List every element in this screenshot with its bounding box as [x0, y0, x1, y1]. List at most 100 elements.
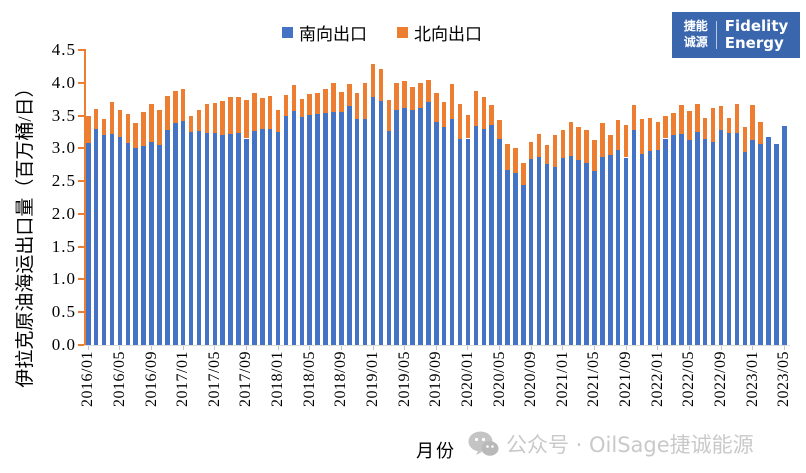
bar-north-2016/09 [149, 103, 154, 142]
bar-south-2023/03 [766, 136, 771, 345]
bar-south-2023/04 [774, 143, 779, 345]
bar-south-2022/12 [742, 151, 748, 345]
y-tick-label: 3.5 [51, 105, 76, 125]
bar-north-2021/11 [639, 119, 645, 155]
y-tick-label: 3.0 [51, 138, 76, 158]
x-tick-label: 2019/01 [364, 351, 381, 407]
logo-cn-line1: 捷能 [683, 19, 708, 34]
bar-north-2021/12 [647, 118, 653, 151]
bar-north-2022/02 [663, 116, 668, 139]
x-tick-label: 2018/01 [269, 351, 287, 407]
bar-south-2020/05 [497, 139, 502, 345]
bar-south-2018/12 [362, 118, 368, 345]
logo-chinese-text: 捷能 诚源 [684, 19, 708, 50]
bar-north-2017/08 [236, 97, 241, 133]
y-tick-label: 0.5 [51, 302, 76, 322]
bar-north-2017/05 [212, 103, 218, 133]
bar-north-2020/02 [473, 90, 479, 127]
bar-north-2020/01 [465, 114, 471, 139]
bar-north-2018/12 [362, 82, 368, 119]
bar-north-2017/11 [260, 97, 265, 130]
bar-north-2016/03 [101, 118, 107, 136]
y-tick-label: 1.5 [51, 236, 76, 256]
bar-south-2022/04 [679, 133, 684, 345]
bar-south-2017/03 [196, 130, 202, 345]
bar-north-2018/02 [283, 95, 289, 116]
y-axis-tick [78, 311, 86, 314]
bar-north-2017/10 [252, 92, 257, 131]
bar-south-2016/07 [133, 147, 138, 345]
x-tick-label: 2017/01 [174, 351, 192, 407]
bar-north-2020/06 [505, 144, 510, 170]
x-axis-tick [435, 346, 437, 350]
x-tick-label: 2020/01 [458, 351, 476, 407]
x-tick-label: 2023/01 [743, 351, 761, 407]
bar-north-2019/10 [441, 101, 447, 127]
x-axis-tick [562, 346, 564, 350]
bar-south-2016/09 [149, 141, 154, 345]
bar-south-2021/04 [584, 162, 589, 345]
bar-south-2018/07 [323, 112, 328, 345]
bar-south-2023/05 [782, 126, 787, 345]
bar-north-2022/11 [734, 104, 740, 134]
x-tick-label: 2023/05 [775, 351, 793, 407]
x-axis-tick [87, 346, 89, 350]
bar-south-2019/03 [386, 131, 392, 345]
watermark: 公众号 · OilSage捷诚能源 [468, 429, 754, 459]
y-axis-line [84, 50, 86, 345]
y-axis-title: 伊拉克原油海运出口量（百万桶/日） [15, 78, 36, 388]
bar-south-2021/11 [639, 154, 645, 345]
bar-south-2016/02 [93, 129, 99, 345]
bar-south-2017/12 [267, 128, 273, 345]
y-tick-label: 2.0 [51, 203, 76, 223]
watermark-text: 公众号 · OilSage捷诚能源 [506, 433, 754, 457]
bar-north-2019/05 [402, 81, 407, 108]
bar-north-2022/05 [687, 110, 692, 140]
bar-south-2018/04 [299, 116, 305, 345]
x-tick-label: 2022/01 [648, 351, 666, 407]
bar-north-2018/04 [299, 98, 305, 117]
bar-north-2019/07 [418, 82, 423, 108]
wechat-icon [468, 431, 499, 456]
bar-south-2016/06 [125, 143, 131, 345]
legend-swatch-south-icon [282, 27, 293, 38]
x-tick-label: 2017/05 [205, 351, 223, 407]
bar-south-2017/10 [252, 130, 257, 345]
bar-north-2023/01 [750, 105, 755, 140]
bar-north-2020/08 [521, 163, 526, 186]
bar-north-2018/07 [323, 89, 328, 113]
bar-south-2016/12 [173, 122, 178, 345]
bar-north-2016/11 [165, 95, 170, 130]
bar-north-2021/04 [584, 129, 589, 163]
legend: 南向出口 北向出口 [282, 20, 482, 45]
y-tick-label: 0.0 [51, 335, 76, 354]
bar-south-2020/11 [544, 164, 550, 345]
bar-south-2022/10 [726, 132, 732, 345]
bar-north-2016/10 [157, 109, 162, 146]
bar-north-2022/06 [695, 103, 700, 132]
x-axis-tick [340, 346, 342, 350]
bar-north-2018/01 [275, 109, 281, 132]
bar-north-2021/06 [600, 123, 605, 157]
bar-north-2018/09 [339, 91, 344, 112]
bar-north-2020/12 [552, 135, 558, 167]
bar-north-2019/02 [378, 69, 384, 102]
x-axis-tick [214, 346, 216, 350]
bar-south-2017/04 [204, 133, 210, 345]
bar-north-2018/08 [331, 82, 336, 112]
bar-south-2020/09 [528, 159, 534, 345]
bar-south-2019/08 [426, 101, 431, 345]
logo-cn-line2: 诚源 [683, 35, 708, 49]
bar-north-2021/09 [623, 125, 629, 158]
bar-south-2019/10 [441, 126, 447, 345]
bar-south-2022/05 [687, 139, 692, 345]
x-tick-label: 2016/05 [110, 351, 128, 407]
bar-north-2018/05 [307, 93, 312, 115]
bar-south-2020/07 [513, 172, 518, 345]
bar-south-2017/09 [244, 138, 249, 345]
y-axis-tick [78, 180, 86, 183]
x-axis-tick [245, 346, 247, 350]
bar-south-2017/01 [180, 120, 186, 345]
bar-south-2020/06 [505, 169, 510, 345]
bar-north-2020/03 [481, 97, 486, 130]
